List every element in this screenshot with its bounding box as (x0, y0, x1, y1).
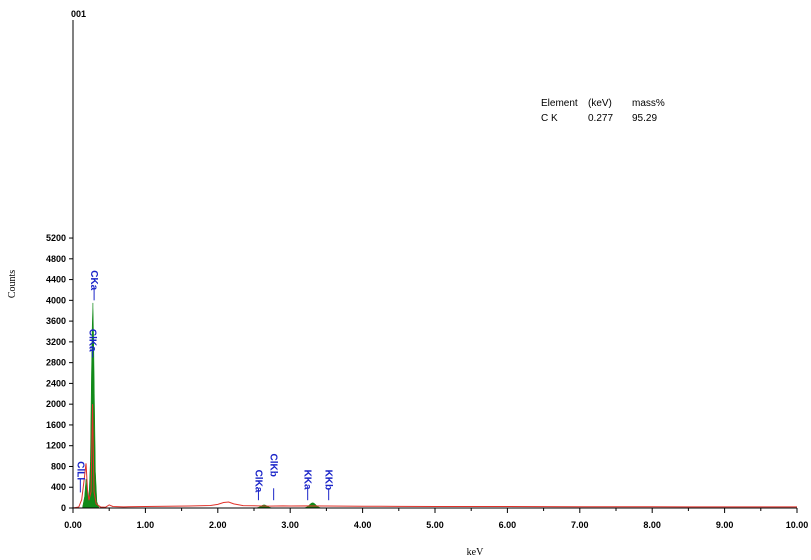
spectrum-series (72, 302, 797, 509)
quantification-table: Element (keV) mass% C K 0.277 95.29 (541, 98, 665, 124)
y-axis-title: Counts (7, 270, 18, 298)
table-cell: C K (541, 113, 558, 124)
peak-label: KKa (302, 470, 313, 490)
peak-label: ClLl (74, 461, 85, 480)
x-tick-label: 7.00 (571, 520, 589, 530)
axes (72, 20, 797, 509)
table-cell: 0.277 (588, 113, 613, 124)
peak-label: CKa (88, 270, 99, 290)
peak-markers: CKa ClKa ClLl ClKa ClKb KKa KKb (74, 270, 334, 501)
spectrum-trace (72, 404, 797, 509)
y-tick-label: 2000 (46, 399, 66, 409)
main-peak-fill (82, 302, 100, 509)
table-cell: 95.29 (632, 113, 657, 124)
corner-label: 001 (71, 9, 86, 19)
y-tick-label: 2400 (46, 378, 66, 388)
y-tick-label: 1200 (46, 441, 66, 451)
x-tick-label: 8.00 (643, 520, 661, 530)
x-tick-label: 9.00 (716, 520, 734, 530)
peak-label: ClKa (87, 329, 98, 352)
y-tick-label: 3600 (46, 316, 66, 326)
x-tick-label: 6.00 (499, 520, 517, 530)
table-header: Element (541, 98, 578, 109)
x-tick-label: 5.00 (426, 520, 444, 530)
x-tick-label: 1.00 (137, 520, 155, 530)
table-header: mass% (632, 98, 665, 109)
y-tick-label: 4800 (46, 254, 66, 264)
x-axis-title: keV (467, 547, 484, 558)
y-tick-label: 1600 (46, 420, 66, 430)
peak-label: ClKa (252, 470, 263, 493)
x-tick-label: 2.00 (209, 520, 227, 530)
peak-label: ClKb (268, 453, 279, 476)
x-tick-label: 4.00 (354, 520, 372, 530)
table-header: (keV) (588, 98, 612, 109)
x-tick-label: 3.00 (281, 520, 299, 530)
y-tick-label: 4000 (46, 295, 66, 305)
peak-label: KKb (323, 470, 334, 491)
y-tick-label: 800 (51, 461, 66, 471)
y-tick-label: 0 (61, 503, 66, 513)
y-tick-label: 3200 (46, 337, 66, 347)
y-tick-label: 5200 (46, 233, 66, 243)
y-tick-label: 2800 (46, 358, 66, 368)
x-tick-label: 0.00 (64, 520, 82, 530)
y-tick-label: 4400 (46, 275, 66, 285)
x-axis-ticks: 0.00 1.00 2.00 3.00 4.00 5.00 6.00 7.00 8.00 9.00… (64, 508, 808, 530)
y-axis-ticks: 0 400 800 1200 1600 2000 2400 2800 3200 3600 4000 4… (46, 233, 73, 513)
x-tick-label: 10.00 (786, 520, 809, 530)
y-tick-label: 400 (51, 482, 66, 492)
